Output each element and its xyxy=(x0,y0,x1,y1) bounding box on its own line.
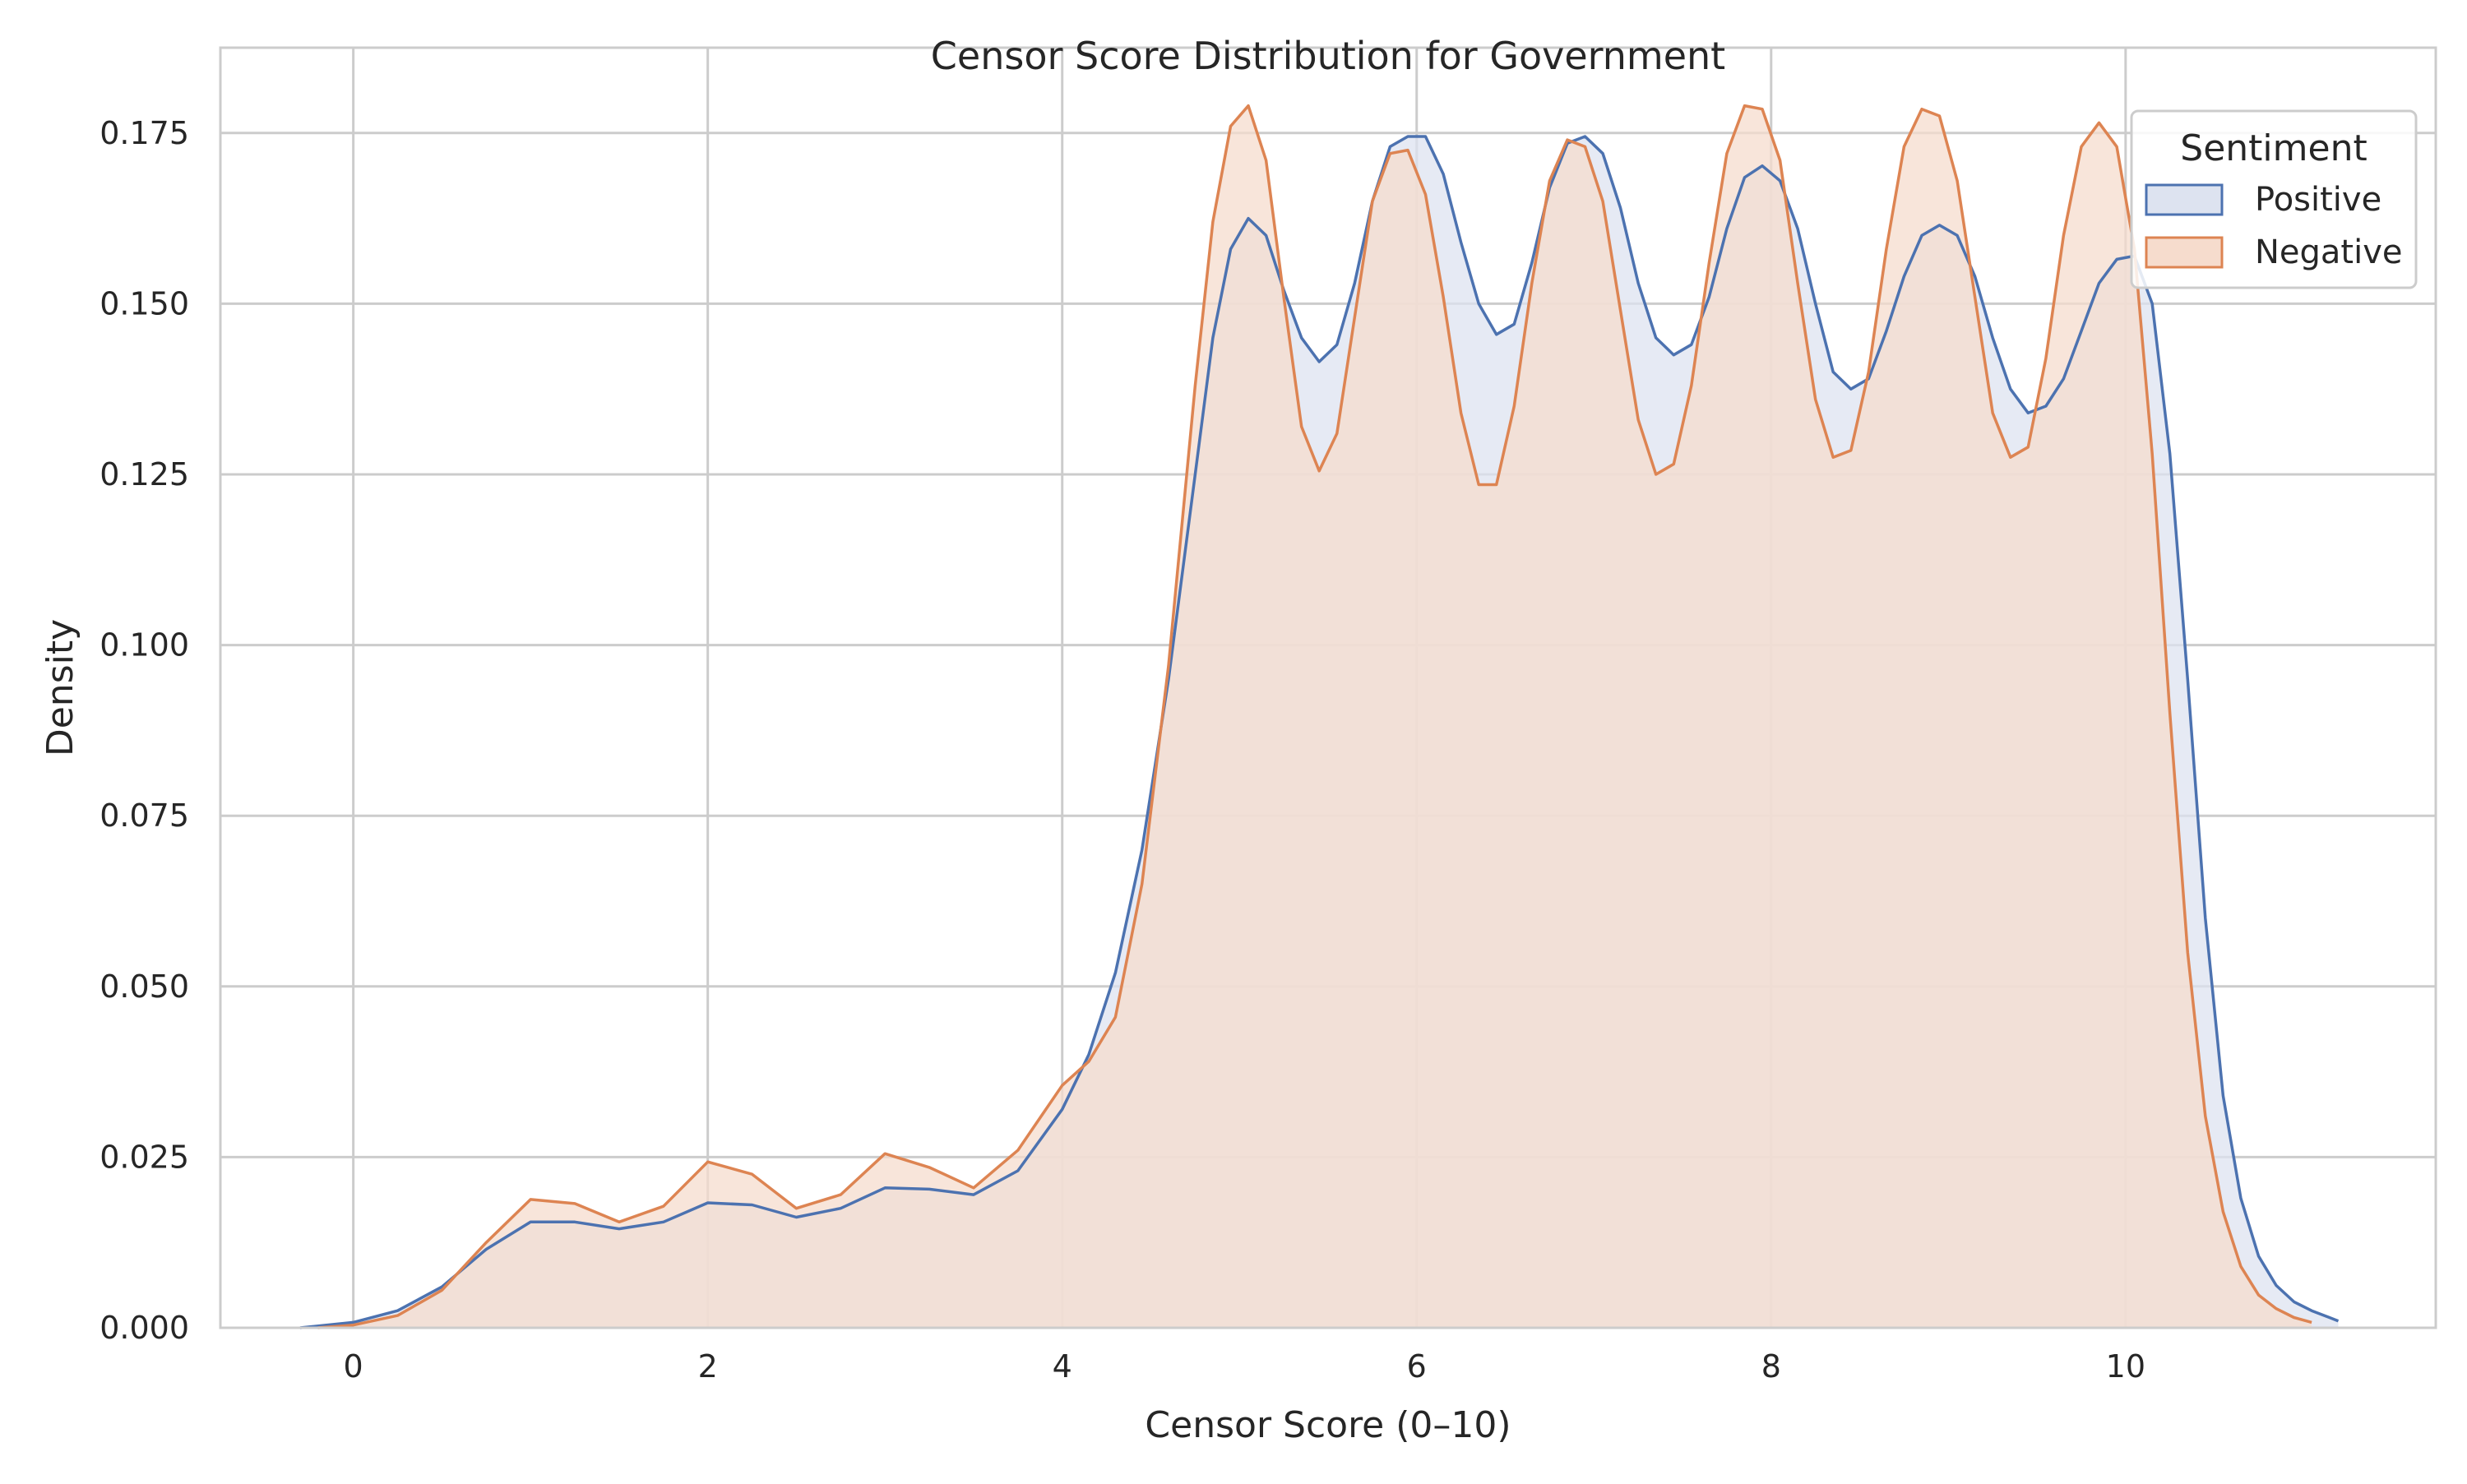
negative-density-line xyxy=(317,104,2312,1329)
x-tick-label: 0 xyxy=(344,1348,363,1385)
density-areas xyxy=(300,105,2339,1329)
y-axis-title: Density xyxy=(39,619,81,756)
negative-density-area xyxy=(317,105,2312,1329)
y-tick-labels: 0.000 0.025 0.050 0.075 0.100 0.125 0.150 0.175 xyxy=(100,115,189,1346)
y-tick-label: 0.000 xyxy=(100,1310,189,1346)
y-tick-label: 0.125 xyxy=(100,456,189,492)
x-tick-label: 8 xyxy=(1761,1348,1781,1385)
legend-items: Positive Negative xyxy=(2145,181,2403,271)
x-tick-label: 4 xyxy=(1053,1348,1072,1385)
legend-title: Sentiment xyxy=(2180,127,2367,169)
x-tick-labels: 0 2 4 6 8 10 xyxy=(344,1348,2145,1385)
density-lines xyxy=(299,104,2340,1329)
x-axis-title: Censor Score (0–10) xyxy=(1145,1404,1511,1446)
plot-frame xyxy=(219,46,2437,1329)
legend: Sentiment Positive Negative xyxy=(2130,109,2418,289)
negative-legend-swatch xyxy=(2145,236,2224,269)
negative-legend-label: Negative xyxy=(2255,233,2403,271)
x-tick-label: 6 xyxy=(1407,1348,1427,1385)
y-tick-label: 0.025 xyxy=(100,1139,189,1175)
y-tick-label: 0.050 xyxy=(100,969,189,1005)
x-tick-label: 2 xyxy=(698,1348,718,1385)
positive-density-line xyxy=(299,135,2340,1329)
y-tick-label: 0.100 xyxy=(100,627,189,663)
positive-legend-swatch xyxy=(2145,183,2224,216)
positive-legend-label: Positive xyxy=(2255,181,2381,219)
y-tick-label: 0.075 xyxy=(100,797,189,834)
x-tick-label: 10 xyxy=(2106,1348,2145,1385)
y-tick-label: 0.175 xyxy=(100,115,189,151)
chart-title: Censor Score Distribution for Government xyxy=(931,34,1725,78)
y-tick-label: 0.150 xyxy=(100,285,189,321)
